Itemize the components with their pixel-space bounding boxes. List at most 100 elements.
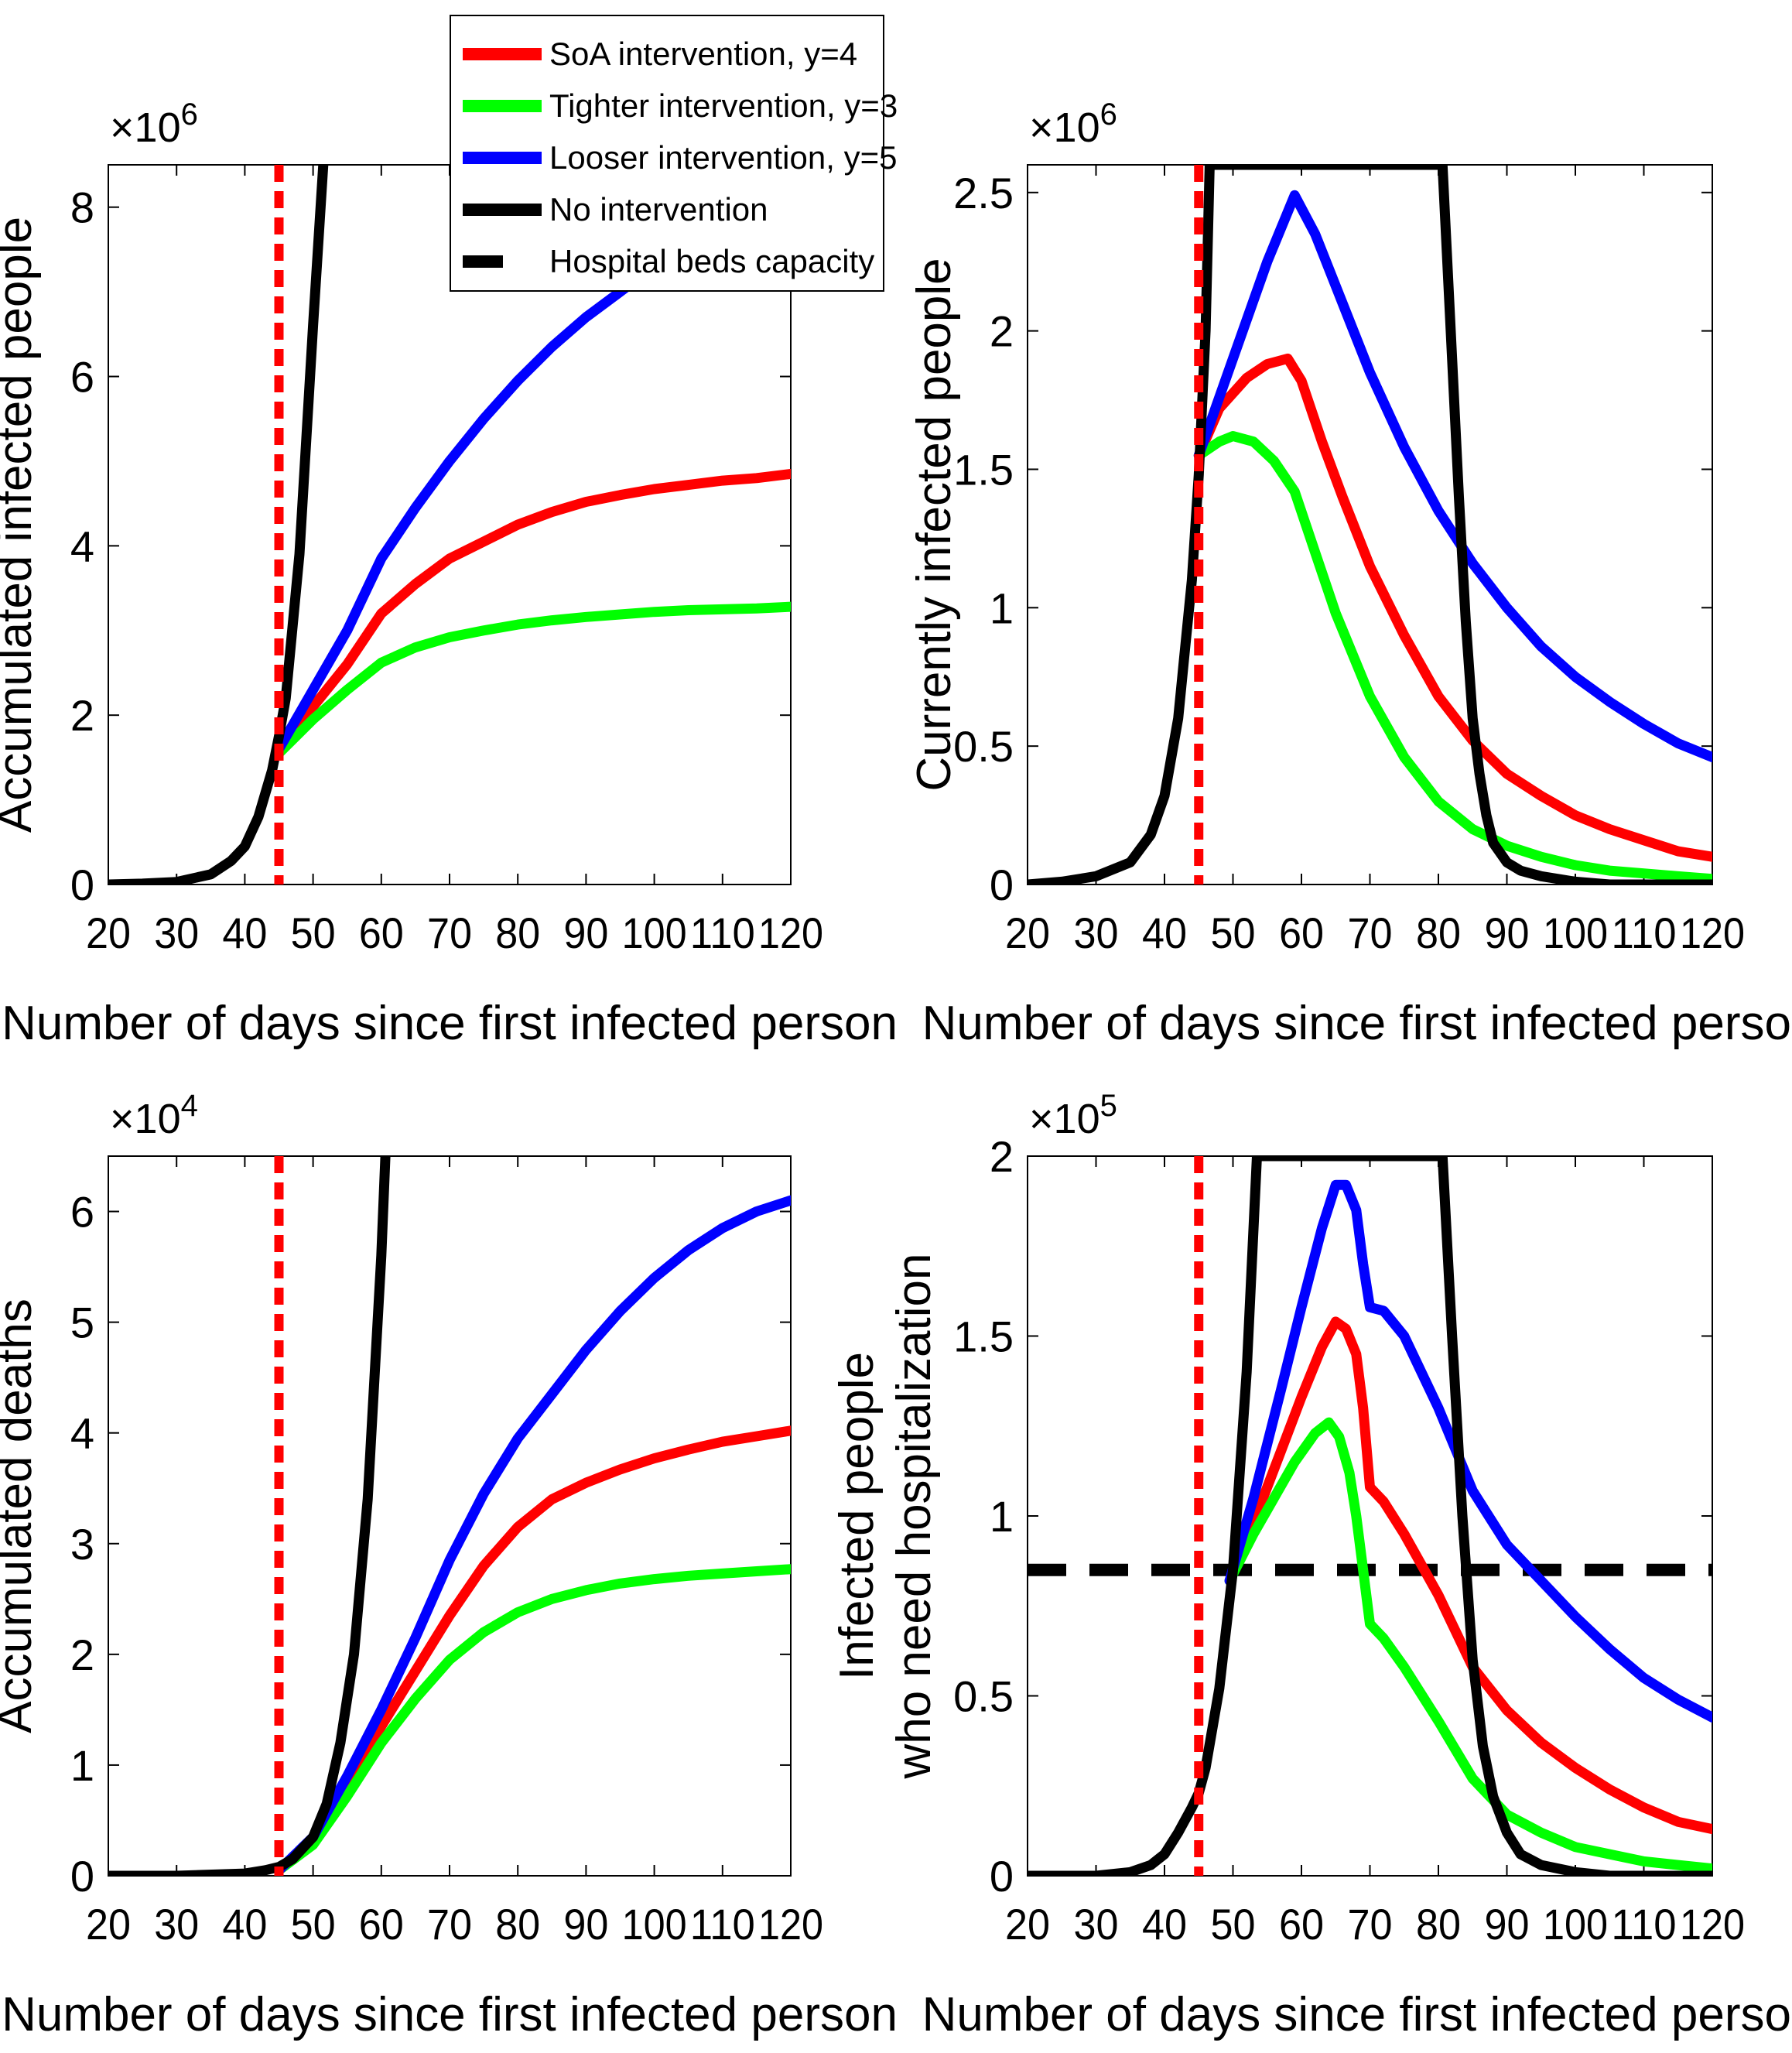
y-tick-label: 6 [70,353,94,402]
x-tick-label: 90 [1485,1900,1530,1949]
x-tick-label: 120 [1680,1900,1745,1949]
x-tick-label: 50 [291,908,336,957]
chart-panel-1: 20 30 40 50 60 70 80 90 100 110 120 0 2 4 6 8 ×106 Number… [0,98,898,1050]
y-tick-label: 0 [70,1852,94,1901]
y-axis-label-line: Infected people [830,1352,884,1680]
x-tick-label: 60 [1279,908,1324,957]
x-tick-label: 40 [1142,1900,1187,1949]
x-tick-label: 30 [1074,1900,1119,1949]
x-tick-label: 20 [86,908,131,957]
x-tick-label: 40 [1142,908,1187,957]
x-tick-label: 70 [1348,908,1393,957]
y-tick-label: 0 [70,861,94,909]
y-exponent-label: ×106 [1029,98,1117,151]
y-tick-label: 3 [70,1520,94,1569]
series-line-none [108,1156,391,1876]
series-line-soa [274,468,791,754]
y-exponent-label: ×105 [1029,1089,1117,1142]
x-axis-label: Number of days since first infected pers… [922,1988,1792,2041]
series-line-soa [1193,353,1712,862]
y-tick-label: 2 [70,1630,94,1679]
legend-label: Looser intervention, y=5 [549,139,897,176]
x-tick-label: 30 [154,908,199,957]
x-tick-label: 80 [495,1900,540,1949]
y-tick-label: 2 [990,1132,1014,1181]
x-tick-label: 100 [622,1900,687,1949]
series-line-none [1028,165,1712,885]
y-tick-label: 1.5 [953,445,1014,494]
y-tick-label: 1 [990,583,1014,632]
y-tick-label: 0 [990,861,1014,909]
x-tick-label: 50 [291,1900,336,1949]
y-axis-label: Accumulated infected people [0,217,42,833]
y-tick-label: 6 [70,1188,94,1237]
x-tick-label: 110 [1612,1900,1677,1949]
x-tick-label: 70 [427,1900,472,1949]
y-tick-label: 2.5 [953,169,1014,217]
series-line-looser [1224,1179,1712,1723]
y-tick-label: 5 [70,1299,94,1347]
legend: SoA intervention, y=4 Tighter interventio… [450,15,898,292]
y-tick-label: 1 [990,1492,1014,1541]
y-axis-label: Currently infected people [908,258,961,791]
x-tick-label: 40 [222,908,267,957]
x-axis-label: Number of days since first infected pers… [922,997,1792,1050]
y-tick-label: 0.5 [953,1672,1014,1721]
x-tick-label: 20 [1005,1900,1050,1949]
series-line-looser [274,1195,791,1876]
series-line-none [108,165,329,885]
series-line-soa [1224,1316,1712,1835]
series-line-tighter [1193,431,1712,885]
y-exponent-label: ×104 [110,1089,198,1142]
x-tick-label: 100 [622,908,687,957]
x-tick-label: 120 [1680,908,1745,957]
legend-label: SoA intervention, y=4 [549,36,857,72]
series-line-none [1028,1156,1712,1876]
x-tick-label: 70 [1348,1900,1393,1949]
y-tick-label: 1.5 [953,1312,1014,1361]
legend-label: Tighter intervention, y=3 [549,87,898,124]
x-tick-label: 30 [154,1900,199,1949]
y-tick-label: 2 [990,307,1014,356]
chart-panel-4: 20 30 40 50 60 70 80 90 100 110 120 0 0.5 1 1.5 2 ×105 Nu… [830,1089,1792,2041]
x-tick-label: 100 [1543,1900,1608,1949]
x-tick-label: 50 [1211,908,1256,957]
x-tick-label: 30 [1074,908,1119,957]
y-exponent-label: ×106 [110,98,198,151]
x-tick-label: 60 [359,1900,404,1949]
y-tick-label: 4 [70,522,94,570]
legend-label: Hospital beds capacity [549,243,874,279]
x-tick-label: 20 [1005,908,1050,957]
legend-items: SoA intervention, y=4 Tighter interventio… [463,36,898,279]
x-tick-label: 60 [359,908,404,957]
y-tick-label: 1 [70,1741,94,1790]
x-axis-label: Number of days since first infected pers… [2,997,898,1050]
x-tick-label: 60 [1279,1900,1324,1949]
legend-label: No intervention [549,191,768,228]
plot-area [1028,165,1712,885]
series-line-tighter [1224,1417,1712,1874]
x-axis-label: Number of days since first infected pers… [2,1988,898,2041]
x-tick-label: 80 [1416,908,1461,957]
x-tick-label: 40 [222,1900,267,1949]
x-tick-label: 20 [86,1900,131,1949]
y-tick-label: 4 [70,1409,94,1458]
chart-panel-3: 20 30 40 50 60 70 80 90 100 110 120 0 1 2 3 4 5 6 ×104 Numb… [0,1089,898,2041]
series-line-soa [274,1425,791,1876]
x-tick-label: 110 [690,1900,755,1949]
x-tick-label: 120 [758,1900,823,1949]
x-tick-label: 90 [1485,908,1530,957]
y-tick-label: 8 [70,183,94,232]
plot-area [108,1156,791,1876]
chart-panel-2: 20 30 40 50 60 70 80 90 100 110 120 0 0.5 1 1.5 2 2.5 ×10… [908,98,1792,1050]
y-tick-label: 0.5 [953,722,1014,771]
series-line-tighter [274,601,791,758]
y-tick-label: 2 [70,691,94,740]
plot-area [1028,1156,1712,1876]
x-tick-label: 90 [563,908,608,957]
x-tick-label: 120 [758,908,823,957]
x-tick-label: 110 [1612,908,1677,957]
x-tick-label: 70 [427,908,472,957]
